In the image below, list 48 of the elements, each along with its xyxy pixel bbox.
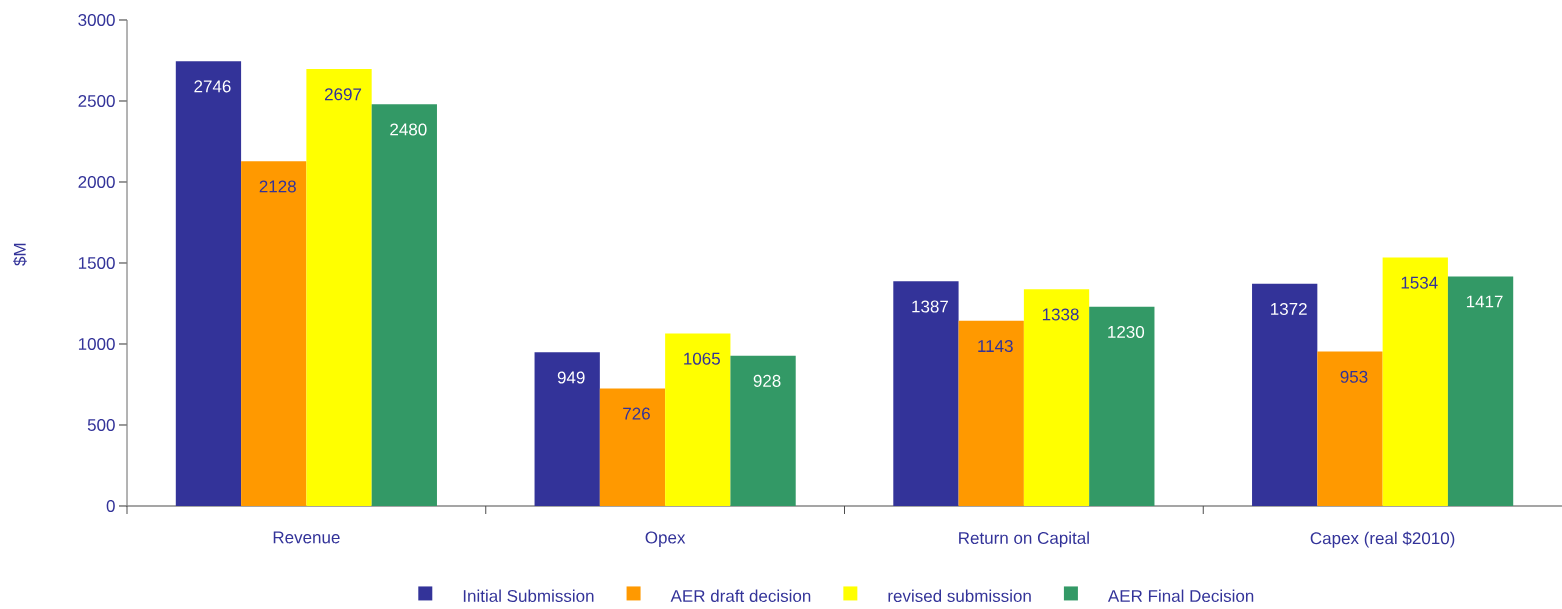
legend-label: AER Final Decision bbox=[1107, 589, 1254, 603]
data-label: 1372 bbox=[1271, 302, 1307, 315]
data-label: 1387 bbox=[912, 300, 948, 313]
bar bbox=[534, 352, 600, 506]
data-label: 1338 bbox=[1042, 308, 1079, 321]
data-label: 1417 bbox=[1466, 295, 1503, 308]
y-tick-label: 0 bbox=[106, 499, 115, 513]
data-label: 1230 bbox=[1108, 325, 1145, 338]
bar bbox=[1317, 351, 1383, 506]
bar bbox=[1382, 257, 1448, 506]
y-tick-label: 1500 bbox=[78, 256, 115, 270]
x-tick-label: Capex (real $2010) bbox=[1310, 531, 1455, 548]
legend-label: revised submission bbox=[888, 589, 1031, 603]
bar bbox=[306, 69, 372, 506]
bar bbox=[665, 333, 731, 506]
x-tick-label: Return on Capital bbox=[959, 531, 1089, 548]
bar bbox=[371, 104, 437, 506]
data-label: 2128 bbox=[259, 180, 296, 193]
bar bbox=[241, 161, 307, 506]
bar bbox=[1089, 306, 1155, 506]
y-axis-title: $M bbox=[13, 243, 27, 266]
data-label: 1143 bbox=[978, 340, 1013, 353]
data-label: 949 bbox=[557, 371, 585, 384]
data-label: 1534 bbox=[1401, 276, 1438, 289]
x-tick-label: Revenue bbox=[273, 531, 340, 544]
y-tick-label: 3000 bbox=[78, 13, 115, 27]
bar bbox=[1447, 276, 1514, 506]
data-label: 1065 bbox=[684, 352, 720, 365]
y-tick-label: 2000 bbox=[78, 175, 115, 189]
bar bbox=[958, 320, 1024, 506]
legend-label: Initial Submission bbox=[463, 589, 594, 603]
data-label: 726 bbox=[623, 407, 650, 420]
data-label: 2697 bbox=[324, 88, 362, 101]
data-label: 2746 bbox=[194, 80, 231, 93]
bar bbox=[599, 388, 666, 506]
bar bbox=[730, 355, 796, 506]
data-label: 2480 bbox=[390, 123, 427, 136]
bar bbox=[175, 61, 242, 506]
y-tick-label: 2500 bbox=[78, 94, 115, 108]
y-tick-label: 1000 bbox=[78, 337, 115, 351]
data-label: 953 bbox=[1340, 370, 1368, 383]
bar bbox=[1023, 289, 1090, 506]
y-tick-label: 500 bbox=[87, 418, 115, 432]
bar bbox=[1252, 283, 1318, 506]
data-label: 928 bbox=[753, 374, 781, 387]
legend-label: AER draft decision bbox=[670, 589, 811, 603]
bar bbox=[893, 281, 959, 506]
x-tick-label: Opex bbox=[645, 531, 686, 547]
